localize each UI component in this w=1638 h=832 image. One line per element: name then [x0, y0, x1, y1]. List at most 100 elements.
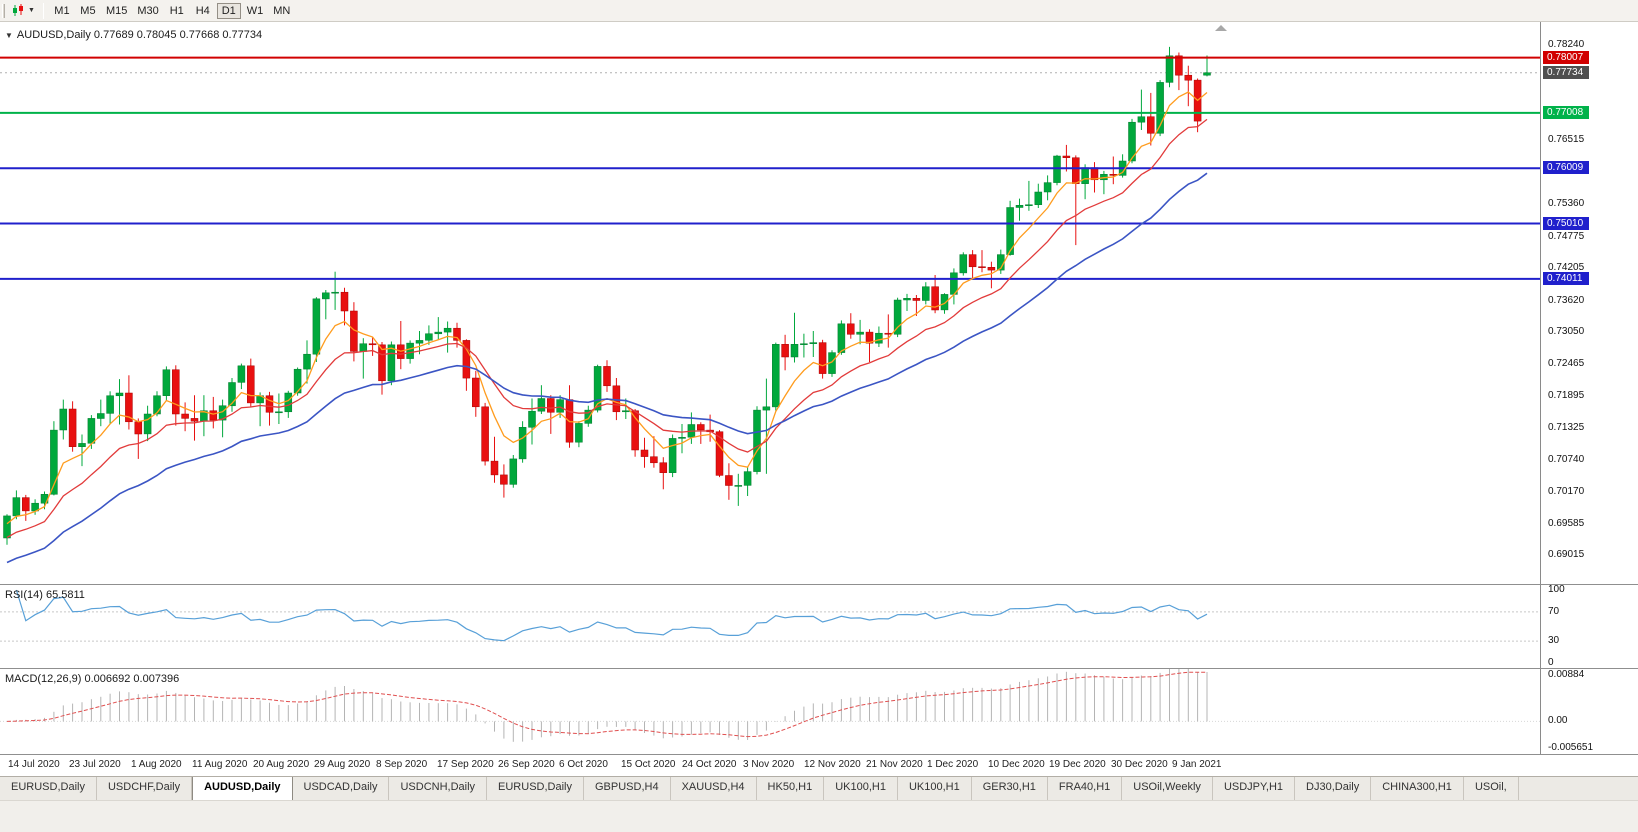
candle-up	[331, 291, 339, 294]
candle-up	[575, 423, 583, 443]
timeframe-button-d1[interactable]: D1	[216, 2, 241, 19]
candle-down	[453, 327, 461, 341]
candle-up	[50, 429, 58, 495]
chart-tab-usdcad-daily[interactable]: USDCAD,Daily	[293, 777, 390, 800]
macd-canvas[interactable]	[0, 669, 1540, 754]
chart-tab-eurusd-daily[interactable]: EURUSD,Daily	[0, 777, 97, 800]
chart-type-button[interactable]: ▼	[9, 3, 38, 18]
candle-down	[715, 431, 724, 476]
chart-tab-usdjpy-h1[interactable]: USDJPY,H1	[1213, 777, 1296, 800]
candle-down	[265, 395, 274, 413]
candle-up	[162, 369, 171, 396]
candle-up	[3, 515, 11, 539]
chart-tab-usdcnh-daily[interactable]: USDCNH,Daily	[389, 777, 488, 800]
candle-down	[1184, 74, 1193, 81]
chart-tab-usoil-weekly[interactable]: USOil,Weekly	[1122, 777, 1213, 800]
candle-up	[153, 395, 161, 415]
candle-down	[1062, 155, 1071, 158]
timeframe-button-m30[interactable]: M30	[137, 4, 159, 17]
candle-down	[134, 421, 143, 435]
candle-down	[500, 474, 508, 485]
candle-up	[97, 413, 105, 419]
macd-label: MACD(12,26,9) 0.006692 0.007396	[5, 673, 180, 685]
candle-up	[1156, 82, 1164, 134]
rsi-panel: 100 70 30 0 RSI(14) 65.5811	[0, 584, 1638, 668]
timeframe-button-h1[interactable]: H1	[169, 4, 184, 17]
timeframe-button-h4[interactable]: H4	[195, 4, 210, 17]
toolbar-grip[interactable]	[2, 3, 5, 18]
support-line-blue-3-price-badge: 0.74011	[1543, 272, 1589, 285]
candle-up	[734, 485, 743, 487]
candle-up	[518, 427, 527, 460]
macd-axis[interactable]: 0.00884 0.00 -0.005651	[1540, 669, 1638, 754]
chart-tab-uk100-h1[interactable]: UK100,H1	[824, 777, 898, 800]
candle-down	[1090, 167, 1099, 181]
candle-up	[443, 327, 452, 333]
candle-up	[743, 471, 752, 486]
chart-tab-uk100-h1[interactable]: UK100,H1	[898, 777, 972, 800]
candle-up	[322, 292, 330, 300]
date-axis-label: 14 Jul 2020	[8, 759, 60, 770]
timeframe-button-m15[interactable]: M15	[105, 4, 128, 17]
date-axis-label: 15 Oct 2020	[621, 759, 676, 770]
candle-down	[247, 365, 255, 404]
mid-ma-line	[6, 118, 1208, 539]
date-axis-label: 17 Sep 2020	[437, 759, 494, 770]
price-axis-label: 0.74775	[1548, 231, 1585, 242]
date-axis-label: 1 Dec 2020	[927, 759, 979, 770]
candle-up	[903, 298, 911, 301]
rsi-canvas[interactable]	[0, 585, 1540, 668]
candle-up	[809, 342, 818, 344]
timeframe-button-w1[interactable]: W1	[246, 4, 264, 17]
timeframe-button-mn[interactable]: MN	[273, 4, 291, 17]
chart-shift-marker[interactable]	[1215, 25, 1227, 31]
time-axis[interactable]: 14 Jul 2020 23 Jul 2020 1 Aug 2020 11 Aug 2…	[0, 754, 1638, 776]
date-axis-label: 21 Nov 2020	[866, 759, 923, 770]
candle-up	[922, 286, 930, 301]
rsi-line	[15, 589, 1208, 642]
macd-signal-line	[6, 671, 1207, 738]
price-chart-canvas[interactable]	[0, 22, 1540, 584]
candle-down	[1175, 55, 1183, 76]
bottom-strip	[0, 800, 1638, 832]
timeframe-button-m1[interactable]: M1	[54, 4, 70, 17]
candle-up	[78, 443, 86, 447]
rsi-axis[interactable]: 100 70 30 0	[1540, 584, 1638, 668]
candle-down	[697, 424, 705, 431]
candle-up	[275, 411, 283, 414]
candle-up	[800, 343, 808, 345]
support-line-green-price-badge: 0.77008	[1543, 106, 1589, 119]
timeframe-button-m5[interactable]: M5	[80, 4, 96, 17]
chart-tab-eurusd-daily[interactable]: EURUSD,Daily	[487, 777, 584, 800]
candle-up	[556, 399, 564, 413]
chart-tab-dj30-daily[interactable]: DJ30,Daily	[1295, 777, 1372, 800]
support-line-blue-1-price-badge: 0.76009	[1543, 161, 1589, 174]
price-axis[interactable]: 0.78240 0.76515 0.75360 0.74775 0.74205 0.736…	[1540, 22, 1638, 584]
chart-tab-audusd-daily[interactable]: AUDUSD,Daily	[192, 777, 293, 800]
date-axis-label: 20 Aug 2020	[253, 759, 310, 770]
date-axis-label: 12 Nov 2020	[804, 759, 861, 770]
chart-tab-ger30-h1[interactable]: GER30,H1	[972, 777, 1048, 800]
chart-tab-fra40-h1[interactable]: FRA40,H1	[1048, 777, 1123, 800]
price-axis-label: 0.71325	[1548, 422, 1585, 433]
chart-tab-hk50-h1[interactable]: HK50,H1	[757, 777, 825, 800]
date-axis-label: 3 Nov 2020	[743, 759, 795, 770]
date-axis-label: 1 Aug 2020	[131, 759, 182, 770]
date-axis-label: 11 Aug 2020	[192, 759, 248, 770]
candle-up	[387, 344, 396, 382]
candle-down	[172, 369, 180, 415]
candle-up	[790, 344, 799, 358]
candle-up	[1006, 207, 1014, 255]
candle-up	[584, 409, 593, 424]
chart-tab-xauusd-h4[interactable]: XAUUSD,H4	[671, 777, 757, 800]
collapse-arrow-icon[interactable]: ▼	[5, 31, 13, 40]
chart-tab-china300-h1[interactable]: CHINA300,H1	[1371, 777, 1464, 800]
chart-tab-usoil-[interactable]: USOil,	[1464, 777, 1519, 800]
candle-down	[847, 323, 855, 335]
price-axis-label: 0.73050	[1548, 326, 1585, 337]
chart-tab-gbpusd-h4[interactable]: GBPUSD,H4	[584, 777, 671, 800]
chart-tab-usdchf-daily[interactable]: USDCHF,Daily	[97, 777, 193, 800]
macd-panel: 0.00884 0.00 -0.005651 MACD(12,26,9) 0.006…	[0, 668, 1638, 754]
candle-down	[462, 340, 471, 379]
